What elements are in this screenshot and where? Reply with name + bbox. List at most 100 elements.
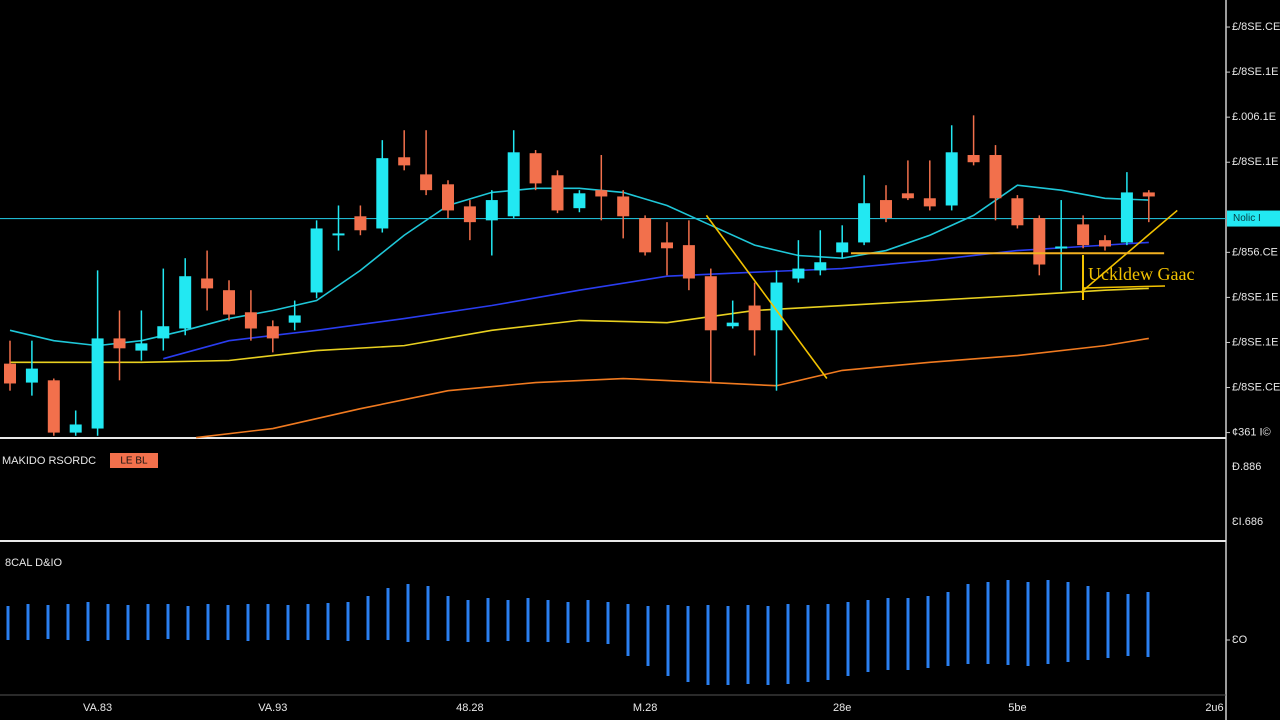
candle-body (967, 155, 980, 163)
oscillator-bar (286, 605, 290, 640)
oscillator-bar (1106, 592, 1110, 658)
oscillator-bar (146, 604, 150, 640)
candle-body (573, 193, 586, 209)
candle-body (223, 290, 235, 315)
oscillator-bar (406, 584, 410, 642)
candle-body (1055, 246, 1068, 249)
oscillator-bar (46, 605, 50, 639)
candle-body (529, 153, 542, 184)
candle-body (463, 206, 476, 223)
oscillator-bar (246, 604, 250, 641)
candle-body (354, 216, 367, 231)
oscillator-bar (346, 602, 350, 641)
oscillator-bar (586, 600, 590, 642)
candle-body (4, 363, 16, 384)
candle-body (726, 322, 739, 327)
candle-body (201, 278, 214, 289)
y-tick-label: £/8SE.CE (1232, 381, 1280, 393)
oscillator-bar (986, 582, 990, 664)
candle-body (485, 200, 498, 221)
oscillator-bar (946, 592, 950, 666)
oscillator-bar (386, 588, 390, 640)
oscillator-bar (66, 604, 70, 640)
moving-average (9, 184, 1149, 347)
candle-body (420, 174, 433, 191)
x-tick-label: 2u6 (1205, 702, 1223, 714)
oscillator-bar (86, 602, 90, 641)
y-tick-label: £.006.1E (1232, 111, 1276, 123)
indicator-axis-label: Ð.886 (1232, 461, 1261, 473)
candle-body (595, 190, 608, 197)
annotation-bracket (1082, 285, 1166, 289)
oscillator-bar (306, 604, 310, 640)
annotation: Uckldew Gaac (1088, 264, 1194, 284)
oscillator-bar (1126, 594, 1130, 656)
oscillator-bar (446, 596, 450, 641)
oscillator-bar (926, 596, 930, 668)
y-tick-label: ƐO (1232, 634, 1248, 646)
candle-body (704, 276, 717, 331)
y-tick-label: £/8SE.1E (1232, 291, 1278, 303)
candle-body (639, 218, 652, 253)
oscillator-bar (766, 606, 770, 685)
x-tick-label: VA.83 (83, 702, 112, 714)
last-price-tag (1227, 210, 1280, 227)
oscillator-bar (6, 606, 10, 640)
oscillator-bar (486, 598, 490, 642)
candle-body (398, 157, 411, 166)
candle-body (836, 242, 849, 253)
candle-body (376, 158, 389, 229)
candle-body (507, 152, 520, 217)
moving-average (163, 241, 1149, 360)
candle-body (91, 338, 104, 429)
oscillator-bar (1006, 580, 1010, 665)
indicator-badge-text: LE BL (120, 456, 148, 467)
candle-body (47, 380, 60, 433)
candle-body (551, 175, 564, 211)
oscillator-bar (166, 604, 170, 639)
oscillator-bar (846, 602, 850, 676)
candle-body (989, 155, 1002, 199)
y-tick-label: £/8SE.1E (1232, 66, 1278, 78)
oscillator-bar (706, 605, 710, 685)
candle-body (1011, 198, 1024, 226)
moving-average (10, 287, 1149, 364)
x-tick-label: VA.93 (258, 702, 287, 714)
candle-body (770, 282, 783, 331)
x-tick-label: 5be (1008, 702, 1026, 714)
indicator-axis-label: ƐI.686 (1232, 516, 1263, 528)
oscillator-bar (1086, 586, 1090, 660)
candle-body (266, 326, 279, 339)
x-tick-label: 28e (833, 702, 851, 714)
candle-body (1142, 192, 1155, 197)
x-tick-label: 48.28 (456, 702, 484, 714)
candle-body (332, 233, 345, 236)
candle-body (1099, 240, 1111, 247)
oscillator-bar (226, 605, 230, 640)
candle-body (880, 200, 892, 219)
indicator-title: MAKIDO RSORDC (2, 455, 96, 467)
trendline (1080, 209, 1178, 294)
oscillator-bar (1046, 580, 1050, 664)
oscillator-bar (326, 603, 330, 640)
oscillator-bar (426, 586, 430, 640)
candle-body (814, 262, 827, 271)
candle-body (310, 228, 323, 293)
oscillator-bar (886, 598, 890, 670)
y-tick-label: £/8SE.CE (1232, 21, 1280, 33)
candle-body (69, 424, 82, 433)
candle-body (179, 276, 192, 329)
oscillator-bar (366, 596, 370, 640)
candle-body (682, 245, 695, 279)
oscillator-bar (726, 606, 730, 685)
x-tick-label: M.28 (633, 702, 657, 714)
oscillator-bar (526, 598, 530, 642)
candle-body (1033, 218, 1046, 265)
indicator-badge (110, 453, 158, 468)
oscillator-bar (506, 600, 510, 641)
candle-body (901, 193, 914, 199)
oscillator-bar (566, 602, 570, 643)
y-tick-label: £/856.CE (1232, 246, 1278, 258)
oscillator-bar (646, 606, 650, 666)
oscillator-bar (126, 605, 130, 640)
